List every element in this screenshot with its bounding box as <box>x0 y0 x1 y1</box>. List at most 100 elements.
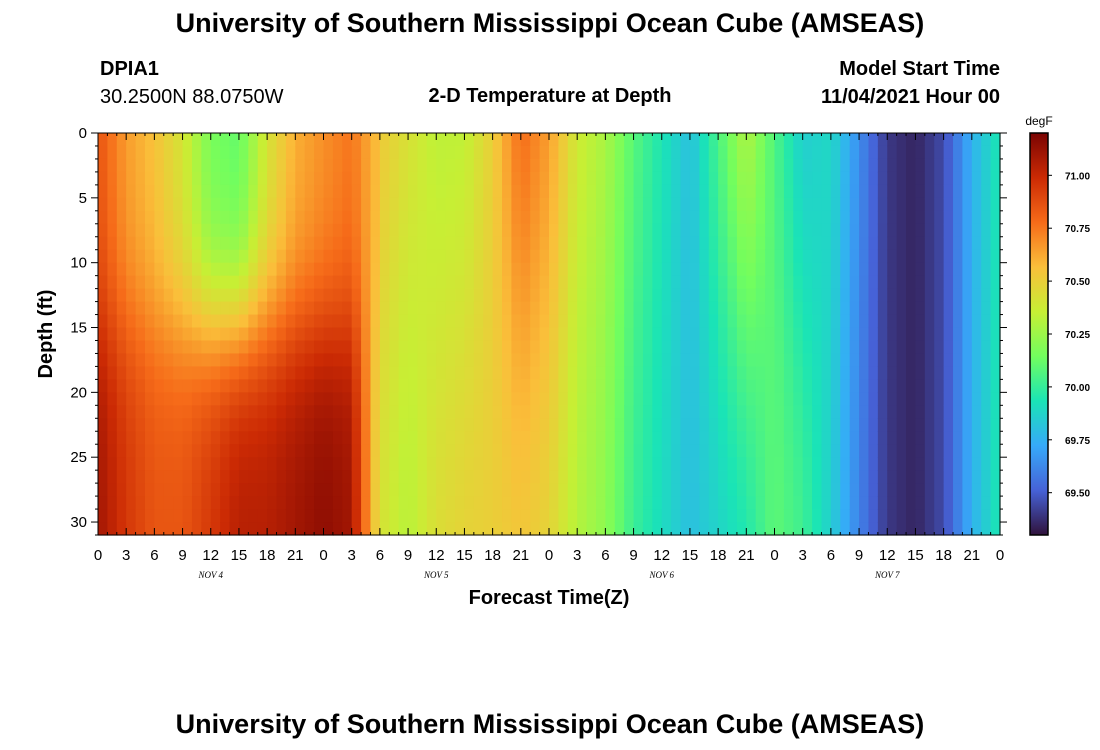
heatmap-cell <box>314 366 325 380</box>
heatmap-cell <box>718 392 729 406</box>
heatmap-cell <box>285 197 296 212</box>
heatmap-cell <box>492 197 503 212</box>
heatmap-cell <box>285 392 296 406</box>
x-tick-label: 12 <box>428 547 445 564</box>
heatmap-cell <box>577 470 588 484</box>
heatmap-cell <box>398 522 409 536</box>
heatmap-cell <box>736 223 747 238</box>
heatmap-cell <box>586 197 597 212</box>
heatmap-cell <box>783 470 794 484</box>
heatmap-cell <box>520 236 531 251</box>
heatmap-cell <box>614 431 625 445</box>
heatmap-cell <box>332 236 343 251</box>
heatmap-cell <box>943 158 954 173</box>
heatmap-cell <box>332 145 343 160</box>
heatmap-cell <box>473 133 484 147</box>
heatmap-cell <box>455 340 466 355</box>
heatmap-cell <box>126 288 137 303</box>
heatmap-cell <box>708 288 719 303</box>
heatmap-cell <box>943 522 954 536</box>
heatmap-cell <box>98 327 108 342</box>
heatmap-cell <box>304 275 315 290</box>
heatmap-cell <box>502 340 513 355</box>
heatmap-cell <box>351 158 362 173</box>
heatmap-cell <box>558 509 569 523</box>
heatmap-cell <box>971 184 982 199</box>
heatmap-cell <box>351 133 362 147</box>
heatmap-cell <box>436 288 447 303</box>
heatmap-cell <box>398 353 409 368</box>
heatmap-cell <box>840 483 851 497</box>
heatmap-cell <box>868 366 879 380</box>
heatmap-cell <box>624 145 635 160</box>
heatmap-cell <box>558 249 569 264</box>
heatmap-cell <box>267 444 278 458</box>
heatmap-cell <box>539 457 550 471</box>
heatmap-cell <box>746 470 757 484</box>
heatmap-cell <box>840 366 851 380</box>
heatmap-cell <box>943 171 954 186</box>
heatmap-cell <box>530 275 541 290</box>
heatmap-cell <box>276 522 287 536</box>
heatmap-cell <box>699 366 710 380</box>
heatmap-cell <box>896 145 907 160</box>
heatmap-cell <box>887 236 898 251</box>
heatmap-cell <box>473 223 484 238</box>
heatmap-cell <box>727 444 738 458</box>
heatmap-cell <box>408 509 419 523</box>
heatmap-cell <box>351 301 362 316</box>
heatmap-cell <box>990 275 1001 290</box>
heatmap-cell <box>624 184 635 199</box>
heatmap-cell <box>840 158 851 173</box>
heatmap-cell <box>492 184 503 199</box>
heatmap-cell <box>558 158 569 173</box>
heatmap-cell <box>661 171 672 186</box>
heatmap-cell <box>765 522 776 536</box>
heatmap-cell <box>689 405 700 419</box>
heatmap-cell <box>408 262 419 277</box>
heatmap-cell <box>906 366 917 380</box>
heatmap-cell <box>746 457 757 471</box>
heatmap-cell <box>210 496 221 510</box>
heatmap-cell <box>473 327 484 342</box>
heatmap-cell <box>248 366 259 380</box>
heatmap-cell <box>473 262 484 277</box>
heatmap-cell <box>144 522 155 536</box>
heatmap-cell <box>530 340 541 355</box>
heatmap-cell <box>821 496 832 510</box>
heatmap-cell <box>483 444 494 458</box>
x-tick-label: 12 <box>879 547 896 564</box>
heatmap-cell <box>549 457 559 471</box>
heatmap-cell <box>295 184 306 199</box>
heatmap-cell <box>107 262 118 277</box>
heatmap-cell <box>962 327 973 342</box>
heatmap-cell <box>332 418 343 432</box>
heatmap-cell <box>98 418 108 432</box>
heatmap-cell <box>464 392 475 406</box>
heatmap-cell <box>257 275 268 290</box>
heatmap-cell <box>680 392 691 406</box>
heatmap-cell <box>595 301 606 316</box>
heatmap-cell <box>238 197 249 212</box>
heatmap-cell <box>558 197 569 212</box>
heatmap-cell <box>586 262 597 277</box>
heatmap-cell <box>426 197 437 212</box>
heatmap-cell <box>144 236 155 251</box>
heatmap-cell <box>840 249 851 264</box>
heatmap-cell <box>276 392 287 406</box>
heatmap-cell <box>906 353 917 368</box>
heatmap-cell <box>248 275 259 290</box>
heatmap-cell <box>295 210 306 225</box>
heatmap-cell <box>107 431 118 445</box>
heatmap-cell <box>502 314 513 329</box>
heatmap-cell <box>502 223 513 238</box>
heatmap-cell <box>962 470 973 484</box>
heatmap-cell <box>361 288 372 303</box>
heatmap-cell <box>718 483 729 497</box>
heatmap-cell <box>314 236 325 251</box>
heatmap-cell <box>765 158 776 173</box>
heatmap-cell <box>642 522 653 536</box>
heatmap-cell <box>934 249 945 264</box>
heatmap-cell <box>116 210 127 225</box>
heatmap-cell <box>220 340 231 355</box>
